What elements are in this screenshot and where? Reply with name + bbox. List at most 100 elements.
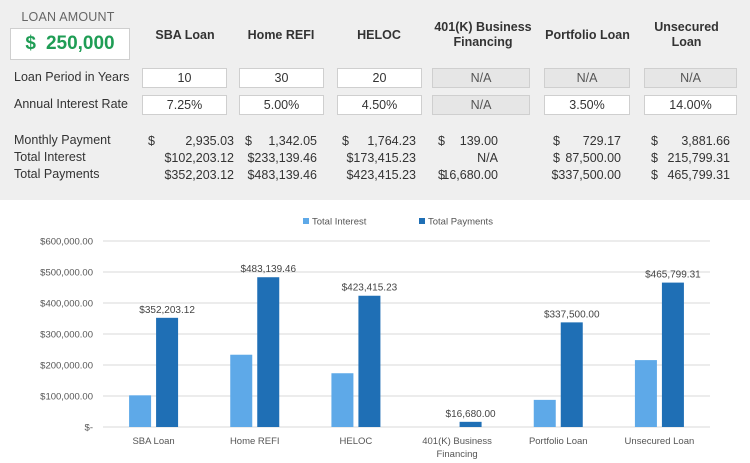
y-tick-label: $200,000.00 [40, 361, 93, 372]
loan-period-input-portfolio: N/A [544, 68, 630, 88]
loan-currency-symbol: $ [25, 33, 36, 54]
currency-symbol: $ [148, 134, 155, 148]
data-label: $465,799.31 [645, 270, 701, 281]
total-payments-cell: $337,500.00 [551, 167, 621, 183]
row-label-interest-rate: Annual Interest Rate [14, 97, 128, 111]
interest-rate-input-heloc[interactable]: 4.50% [337, 95, 422, 115]
monthly-payment-cell: $139.00 [438, 133, 498, 149]
loan-period-input-401k: N/A [432, 68, 530, 88]
total-interest-cell: $173,415.23 [342, 150, 416, 166]
row-label-total-interest: Total Interest [14, 150, 86, 164]
interest-rate-input-sba[interactable]: 7.25% [142, 95, 227, 115]
total-payments-cell: $352,203.12 [148, 167, 234, 183]
monthly-payment-cell: $1,342.05 [245, 133, 317, 149]
cell-value: $233,139.46 [247, 151, 317, 165]
cell-value: $352,203.12 [164, 168, 234, 182]
x-tick-label: Unsecured Loan [625, 436, 695, 447]
legend-label: Total Payments [428, 217, 493, 228]
currency-symbol: $ [651, 134, 658, 148]
cell-value: 1,764.23 [367, 134, 416, 148]
y-tick-label: $500,000.00 [40, 268, 93, 279]
loan-period-input-heloc[interactable]: 20 [337, 68, 422, 88]
row-label-monthly-payment: Monthly Payment [14, 133, 111, 147]
currency-symbol: $ [553, 134, 560, 148]
cell-value: 729.17 [582, 134, 621, 148]
currency-symbol: $ [651, 168, 658, 182]
loan-period-input-unsecured: N/A [644, 68, 737, 88]
column-header-401k-business-financing: 401(K) Business Financing [434, 20, 532, 49]
cell-value: $102,203.12 [164, 151, 234, 165]
chart-x-axis: SBA Loan Home REFI HELOC 401(K) Business Fin… [132, 436, 694, 460]
chart-legend: Total Interest Total Payments [303, 217, 493, 228]
bar-total-payments [459, 421, 482, 427]
legend-swatch [419, 218, 425, 224]
cell-value: 3,881.66 [681, 134, 730, 148]
total-interest-cell: $102,203.12 [148, 150, 234, 166]
cell-value: 2,935.03 [185, 134, 234, 148]
bar-total-payments [358, 295, 381, 427]
column-header-sba-loan: SBA Loan [155, 27, 215, 42]
cell-value: 465,799.31 [667, 168, 730, 182]
legend-label: Total Interest [312, 217, 367, 228]
cell-value: 215,799.31 [667, 151, 730, 165]
total-payments-cell: $465,799.31 [651, 167, 730, 183]
currency-symbol: $ [438, 134, 445, 148]
data-label: $423,415.23 [342, 283, 398, 294]
data-label: $337,500.00 [544, 309, 600, 320]
interest-rate-input-unsecured[interactable]: 14.00% [644, 95, 737, 115]
cell-value: 16,680.00 [442, 168, 498, 182]
total-payments-cell: $423,415.23 [342, 167, 416, 183]
y-tick-label: $600,000.00 [40, 237, 93, 248]
column-header-home-refi: Home REFI [247, 27, 315, 42]
row-label-loan-period: Loan Period in Years [14, 70, 130, 84]
currency-symbol: $ [553, 151, 560, 165]
y-tick-label: $100,000.00 [40, 392, 93, 403]
total-interest-cell: N/A [438, 150, 498, 166]
bar-total-payments [257, 277, 280, 427]
bar-total-payments [560, 322, 583, 427]
chart-bars [129, 277, 684, 427]
interest-rate-input-home-refi[interactable]: 5.00% [239, 95, 324, 115]
y-tick-label: $300,000.00 [40, 330, 93, 341]
currency-symbol: $ [438, 168, 445, 182]
chart-gridlines [103, 240, 710, 428]
x-tick-label: HELOC [340, 436, 373, 447]
data-label: $16,680.00 [446, 409, 496, 420]
bar-total-interest [129, 395, 152, 427]
cell-value: $337,500.00 [551, 168, 621, 182]
cell-value: 1,342.05 [268, 134, 317, 148]
cell-value: $483,139.46 [247, 168, 317, 182]
bar-total-interest [533, 399, 556, 427]
data-label: $352,203.12 [139, 305, 195, 316]
monthly-payment-cell: $1,764.23 [342, 133, 416, 149]
loan-period-input-home-refi[interactable]: 30 [239, 68, 324, 88]
currency-symbol: $ [342, 134, 349, 148]
data-label: $483,139.46 [240, 264, 296, 275]
interest-rate-input-portfolio[interactable]: 3.50% [544, 95, 630, 115]
column-header-heloc: HELOC [357, 27, 401, 42]
column-header-unsecured-loan: Unsecured Loan [654, 20, 719, 49]
x-tick-label: SBA Loan [132, 436, 174, 447]
currency-symbol: $ [651, 151, 658, 165]
y-tick-label: $400,000.00 [40, 299, 93, 310]
loan-amount-input[interactable]: $ 250,000 [10, 28, 130, 60]
total-payments-cell: $16,680.00 [438, 167, 498, 183]
currency-symbol: $ [245, 134, 252, 148]
row-label-total-payments: Total Payments [14, 167, 100, 181]
x-tick-label: 401(K) Business [422, 436, 492, 447]
total-payments-cell: $483,139.46 [245, 167, 317, 183]
total-interest-cell: $215,799.31 [651, 150, 730, 166]
bar-total-interest [634, 360, 657, 427]
total-interest-cell: $233,139.46 [245, 150, 317, 166]
loan-calculator-panel: LOAN AMOUNT $ 250,000 SBA Loan Home REFI… [0, 0, 750, 200]
bar-total-payments [661, 282, 684, 427]
cell-value: $423,415.23 [346, 168, 416, 182]
bar-total-interest [331, 373, 354, 427]
loan-period-input-sba[interactable]: 10 [142, 68, 227, 88]
legend-swatch [303, 218, 309, 224]
monthly-payment-cell: $2,935.03 [148, 133, 234, 149]
bar-total-payments [156, 317, 179, 427]
x-tick-label: Portfolio Loan [529, 436, 588, 447]
x-tick-label: Home REFI [230, 436, 280, 447]
cell-value: 87,500.00 [565, 151, 621, 165]
